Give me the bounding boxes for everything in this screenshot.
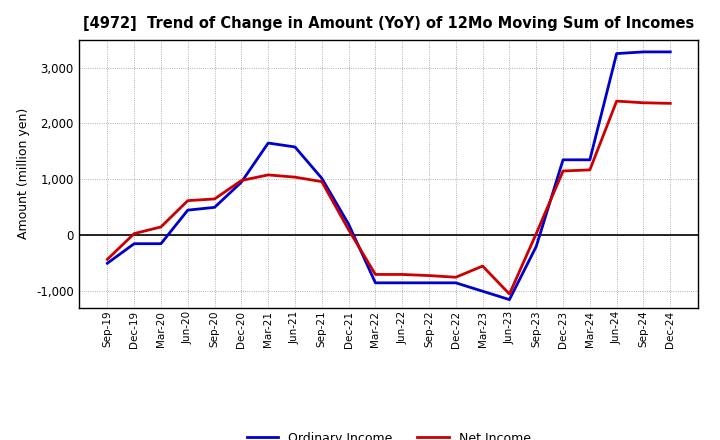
Legend: Ordinary Income, Net Income: Ordinary Income, Net Income	[242, 427, 536, 440]
Net Income	[130, 231, 138, 236]
Net Income	[184, 198, 192, 203]
Ordinary Income	[398, 280, 407, 286]
Line: Net Income: Net Income	[107, 101, 670, 294]
Ordinary Income	[371, 280, 379, 286]
Ordinary Income	[585, 157, 594, 162]
Net Income	[639, 100, 648, 106]
Ordinary Income	[505, 297, 514, 302]
Ordinary Income	[451, 280, 460, 286]
Ordinary Income	[264, 140, 272, 146]
Ordinary Income	[318, 176, 326, 181]
Ordinary Income	[532, 244, 541, 249]
Net Income	[344, 227, 353, 232]
Net Income	[612, 99, 621, 104]
Net Income	[532, 231, 541, 236]
Net Income	[237, 178, 246, 183]
Net Income	[478, 264, 487, 269]
Net Income	[371, 272, 379, 277]
Net Income	[264, 172, 272, 178]
Net Income	[103, 257, 112, 262]
Net Income	[505, 291, 514, 297]
Ordinary Income	[344, 221, 353, 227]
Net Income	[318, 179, 326, 184]
Net Income	[291, 175, 300, 180]
Ordinary Income	[639, 49, 648, 55]
Net Income	[398, 272, 407, 277]
Line: Ordinary Income: Ordinary Income	[107, 52, 670, 300]
Ordinary Income	[425, 280, 433, 286]
Title: [4972]  Trend of Change in Amount (YoY) of 12Mo Moving Sum of Incomes: [4972] Trend of Change in Amount (YoY) o…	[84, 16, 694, 32]
Ordinary Income	[184, 208, 192, 213]
Ordinary Income	[478, 289, 487, 294]
Net Income	[666, 101, 675, 106]
Ordinary Income	[157, 241, 166, 246]
Ordinary Income	[210, 205, 219, 210]
Ordinary Income	[612, 51, 621, 56]
Net Income	[585, 167, 594, 172]
Ordinary Income	[237, 180, 246, 185]
Ordinary Income	[291, 144, 300, 150]
Net Income	[157, 224, 166, 230]
Ordinary Income	[559, 157, 567, 162]
Ordinary Income	[103, 260, 112, 266]
Ordinary Income	[666, 49, 675, 55]
Net Income	[210, 196, 219, 202]
Y-axis label: Amount (million yen): Amount (million yen)	[17, 108, 30, 239]
Net Income	[559, 169, 567, 174]
Ordinary Income	[130, 241, 138, 246]
Net Income	[425, 273, 433, 278]
Net Income	[451, 275, 460, 280]
